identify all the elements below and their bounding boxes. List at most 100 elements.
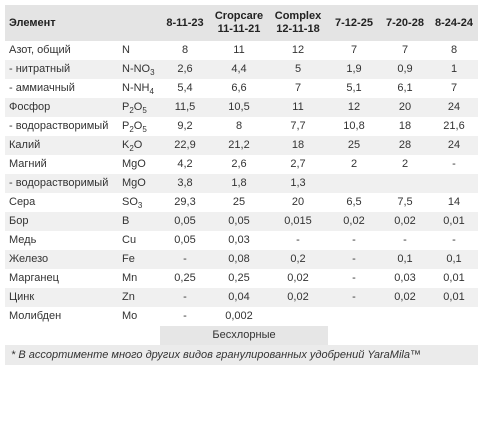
value-cell: 22,9 bbox=[160, 136, 210, 155]
value-cell: 6,6 bbox=[231, 82, 247, 94]
formula-cell: Mo bbox=[122, 310, 138, 322]
value-cell: 0,02 bbox=[380, 212, 430, 231]
fertilizer-table: Элемент 8-11-23 Cropcare 11-11-21 Complex … bbox=[5, 5, 478, 345]
table-row: Магний MgO 4,2 2,6 2,7 2 2 - bbox=[5, 155, 478, 174]
value-cell: 11 bbox=[268, 98, 328, 117]
value-cell: 2,6 bbox=[160, 60, 210, 79]
table-row: Сера SO3 29,3 25 20 6,5 7,5 14 bbox=[5, 193, 478, 212]
header-cell: 7-12-25 bbox=[328, 5, 380, 41]
value-cell: - bbox=[328, 288, 380, 307]
formula-cell: K2O bbox=[118, 136, 160, 155]
value-cell: - bbox=[352, 272, 356, 284]
element-cell: Цинк bbox=[5, 288, 118, 307]
value-cell: 2,6 bbox=[231, 158, 247, 170]
value-cell: 4,4 bbox=[210, 60, 268, 79]
value-cell: 0,2 bbox=[268, 250, 328, 269]
value-cell: 4,2 bbox=[177, 158, 193, 170]
value-cell: 7,5 bbox=[397, 196, 413, 208]
element-cell: Бор bbox=[5, 212, 118, 231]
value-cell: 7 bbox=[294, 82, 302, 94]
header-cell: Complex 12-11-18 bbox=[268, 5, 328, 41]
value-cell: - bbox=[452, 234, 456, 246]
element-cell: Железо bbox=[5, 250, 118, 269]
formula-cell: P2O5 bbox=[118, 98, 160, 117]
value-cell: 21,2 bbox=[210, 136, 268, 155]
value-cell: 0,1 bbox=[430, 250, 478, 269]
value-cell: 0,05 bbox=[174, 234, 196, 246]
formula-cell: MgO bbox=[118, 174, 160, 193]
value-cell: 0,05 bbox=[210, 212, 268, 231]
element-cell: - нитратный bbox=[5, 60, 118, 79]
value-cell: 2,7 bbox=[290, 158, 306, 170]
table-row: Цинк Zn -0,04 0,02-0,02 0,01 bbox=[5, 288, 478, 307]
table-row: Марганец Mn 0,25 0,25 0,02 - 0,03 0,01 bbox=[5, 269, 478, 288]
value-cell: 6,1 bbox=[397, 82, 413, 94]
value-cell: 14 bbox=[447, 196, 461, 208]
formula-cell: B bbox=[118, 212, 160, 231]
header-cell: 7-20-28 bbox=[380, 5, 430, 41]
value-cell: 8 bbox=[235, 120, 243, 132]
value-cell: 3,8 bbox=[160, 174, 210, 193]
value-cell: 29,3 bbox=[174, 196, 196, 208]
formula-cell: Fe bbox=[118, 250, 160, 269]
formula-cell: Mn bbox=[122, 272, 138, 284]
element-cell: - водорастворимый bbox=[5, 174, 118, 193]
value-cell: 0,01 bbox=[443, 272, 465, 284]
value-cell bbox=[328, 307, 380, 326]
value-cell: - bbox=[452, 158, 456, 170]
value-cell bbox=[430, 307, 478, 326]
value-cell: 1 bbox=[430, 60, 478, 79]
value-cell: 0,002 bbox=[225, 310, 253, 322]
header-cell: Элемент bbox=[5, 5, 160, 41]
value-cell: - bbox=[328, 250, 380, 269]
table-row: - аммиачный N-NH4 5,4 6,6 7 5,1 6,1 7 bbox=[5, 79, 478, 98]
element-cell: - водорастворимый bbox=[9, 120, 109, 132]
element-cell: Марганец bbox=[9, 272, 59, 284]
element-cell: - аммиачный bbox=[9, 82, 75, 94]
value-cell: 21,6 bbox=[443, 120, 465, 132]
value-cell: 0,01 bbox=[430, 288, 478, 307]
value-cell: 8 bbox=[450, 44, 458, 56]
value-cell: 10,8 bbox=[343, 120, 365, 132]
table-row: Железо Fe -0,08 0,2-0,1 0,1 bbox=[5, 250, 478, 269]
value-cell: 0,9 bbox=[380, 60, 430, 79]
value-cell: 25 bbox=[232, 196, 246, 208]
spacer-cell bbox=[5, 326, 160, 345]
value-cell: 5,1 bbox=[346, 82, 362, 94]
formula-cell: P2O5 bbox=[122, 120, 147, 135]
value-cell: 12 bbox=[291, 44, 305, 56]
formula-cell: N-NH4 bbox=[122, 82, 154, 97]
value-cell: 5 bbox=[268, 60, 328, 79]
value-cell bbox=[380, 307, 430, 326]
value-cell: 0,015 bbox=[268, 212, 328, 231]
value-cell bbox=[268, 307, 328, 326]
table-row: Молибден Mo - 0,002 bbox=[5, 307, 478, 326]
value-cell: - bbox=[296, 234, 300, 246]
table-row: - нитратный N-NO3 2,6 4,4 5 1,9 0,9 1 bbox=[5, 60, 478, 79]
table-row: - водорастворимый P2O5 9,2 8 7,7 10,8 18 21,6 bbox=[5, 117, 478, 136]
value-cell: - bbox=[160, 250, 210, 269]
value-cell: 8 bbox=[181, 44, 189, 56]
value-cell: 0,02 bbox=[287, 272, 309, 284]
value-cell: 1,3 bbox=[268, 174, 328, 193]
value-cell: 2 bbox=[350, 158, 358, 170]
value-cell: - bbox=[160, 288, 210, 307]
value-cell: 1,8 bbox=[210, 174, 268, 193]
value-cell: 11 bbox=[233, 44, 245, 56]
element-cell: Магний bbox=[9, 158, 47, 170]
value-cell: - bbox=[403, 234, 407, 246]
footnote: * В ассортименте много других видов гран… bbox=[5, 345, 478, 365]
formula-cell: MgO bbox=[122, 158, 146, 170]
value-cell: 11,5 bbox=[160, 98, 210, 117]
value-cell: 1,9 bbox=[328, 60, 380, 79]
formula-cell: Cu bbox=[122, 234, 137, 246]
value-cell: 10,5 bbox=[210, 98, 268, 117]
element-cell: Фосфор bbox=[5, 98, 118, 117]
value-cell: 18 bbox=[398, 120, 412, 132]
table-row: Азот, общий N 8 11 12 7 7 8 bbox=[5, 41, 478, 60]
value-cell: 28 bbox=[380, 136, 430, 155]
value-cell: 7,7 bbox=[290, 120, 306, 132]
table-row: Калий K2O 22,9 21,2 18 25 28 24 bbox=[5, 136, 478, 155]
